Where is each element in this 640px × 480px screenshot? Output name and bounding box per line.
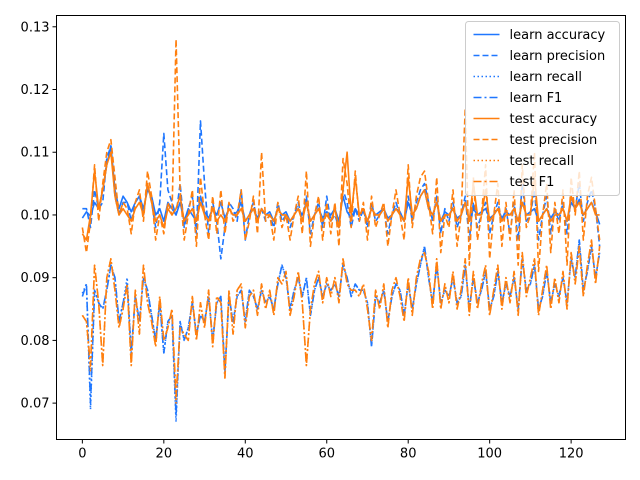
y-tick-label: 0.10 (21, 208, 50, 223)
plot-frame (56, 15, 626, 440)
x-tick-label: 40 (237, 447, 254, 462)
legend: learn accuracy learn precision learn recal… (465, 21, 620, 196)
x-tick-label: 20 (156, 447, 173, 462)
y-tick-label: 0.13 (21, 20, 50, 35)
y-axis: 0.07 0.08 0.09 0.10 0.11 0.12 0.13 (21, 20, 57, 412)
x-tick-label: 100 (477, 447, 502, 462)
legend-label-learn-precision: learn precision (510, 49, 606, 64)
legend-label-test-f1: test F1 (510, 175, 555, 190)
y-tick-label: 0.09 (21, 271, 50, 286)
legend-box (465, 21, 620, 196)
legend-label-learn-accuracy: learn accuracy (510, 28, 606, 43)
y-tick-label: 0.11 (21, 146, 50, 161)
x-tick-label: 0 (78, 447, 86, 462)
x-tick-label: 80 (400, 447, 417, 462)
series-line-test-recall (81, 239, 601, 404)
y-tick-label: 0.12 (21, 83, 50, 98)
series-line-learn-f1 (81, 239, 601, 417)
legend-label-test-accuracy: test accuracy (510, 112, 598, 127)
x-axis: 0 20 40 60 80 100 120 (78, 439, 584, 462)
series-layer (81, 38, 601, 423)
legend-label-learn-recall: learn recall (510, 70, 582, 85)
legend-label-test-precision: test precision (510, 133, 598, 148)
x-tick-label: 120 (559, 447, 584, 462)
y-tick-label: 0.08 (21, 334, 50, 349)
series-line-test-precision (81, 38, 601, 273)
x-tick-label: 60 (318, 447, 335, 462)
series-line-test-accuracy (81, 151, 600, 241)
y-tick-label: 0.07 (21, 397, 50, 412)
legend-label-learn-f1: learn F1 (510, 91, 563, 106)
legend-label-test-recall: test recall (510, 154, 575, 169)
